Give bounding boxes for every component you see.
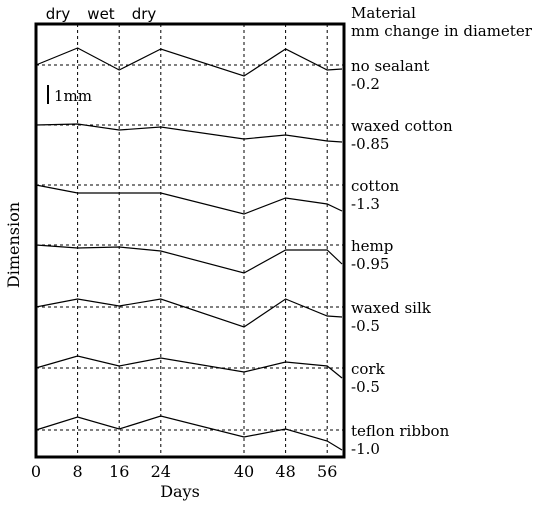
phase-label-2: wet [87,5,114,23]
series-change-hemp: -0.95 [351,255,389,273]
series-change-teflon-ribbon: -1.0 [351,440,380,458]
series-line-no-sealant [35,47,343,77]
x-tick-label-56: 56 [317,462,337,481]
series-change-cotton: -1.3 [351,195,380,213]
legend-header-change: mm change in diameter [351,22,533,40]
x-tick-label-8: 8 [73,462,83,481]
series-change-cork: -0.5 [351,378,380,396]
series-label-no-sealant: no sealant [351,57,429,75]
x-tick-label-16: 16 [109,462,129,481]
series-change-waxed-cotton: -0.85 [351,135,389,153]
series-line-hemp [35,244,343,274]
phase-label-3: dry [132,5,157,23]
series-lines [35,47,343,451]
series-line-teflon-ribbon [35,415,343,451]
series-label-waxed-cotton: waxed cotton [351,117,453,135]
series-label-waxed-silk: waxed silk [351,299,432,317]
legend-header-material: Material [351,4,416,22]
phase-label-1: dry [46,5,71,23]
series-label-teflon-ribbon: teflon ribbon [351,422,450,440]
scale-bar-label: 1mm [54,87,92,105]
series-line-waxed-cotton [35,123,343,143]
x-tick-label-48: 48 [275,462,295,481]
series-label-hemp: hemp [351,237,393,255]
series-line-waxed-silk [35,298,343,328]
plot-frame [34,22,346,459]
series-line-cork [35,355,343,379]
series-change-waxed-silk: -0.5 [351,317,380,335]
phase-labels: dry wet dry [46,5,157,23]
scale-bar: 1mm [47,85,92,105]
grid [36,24,344,457]
x-tick-label-0: 0 [31,462,41,481]
x-tick-label-24: 24 [151,462,171,481]
y-axis-label: Dimension [4,202,23,288]
series-change-no-sealant: -0.2 [351,75,380,93]
series-label-cork: cork [351,360,386,378]
series-line-cotton [35,184,343,215]
x-tick-label-40: 40 [234,462,254,481]
series-label-cotton: cotton [351,177,400,195]
x-axis-label: Days [160,482,200,501]
x-tick-labels: 0 8 16 24 40 48 56 [31,462,337,481]
legend-header: Material mm change in diameter [351,4,533,40]
